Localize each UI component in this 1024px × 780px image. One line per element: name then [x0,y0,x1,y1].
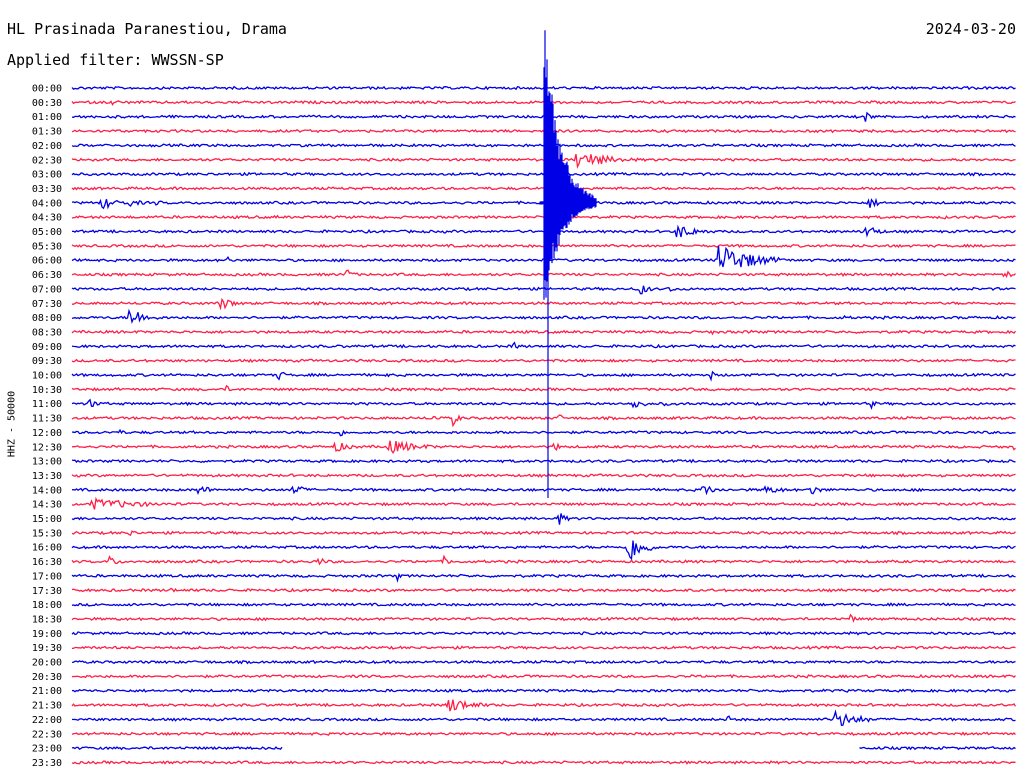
trace-1830 [71,613,1016,623]
row-label-1900: 19:00 [32,629,62,640]
row-label-1200: 12:00 [32,428,62,439]
row-label-0200: 02:00 [32,141,62,152]
row-label-1930: 19:30 [32,643,62,654]
trace-0900 [71,341,1016,349]
row-label-0000: 00:00 [32,84,62,95]
row-label-0800: 08:00 [32,313,62,324]
row-label-1000: 10:00 [32,371,62,382]
trace-1030 [71,384,1016,392]
row-label-0830: 08:30 [32,327,62,338]
trace-2100 [71,688,1016,693]
row-label-0930: 09:30 [32,356,62,367]
trace-2200 [71,709,1016,727]
trace-1300 [71,458,1016,464]
row-label-2100: 21:00 [32,686,62,697]
row-label-0530: 05:30 [32,241,62,252]
row-label-2330: 23:30 [32,758,62,769]
trace-1630 [71,554,1016,566]
trace-0730 [72,297,1016,311]
row-label-1400: 14:00 [32,485,62,496]
row-label-1300: 13:00 [32,457,62,468]
row-label-1800: 18:00 [32,600,62,611]
row-label-0730: 07:30 [32,299,62,310]
row-label-0630: 06:30 [32,270,62,281]
row-label-2230: 22:30 [32,729,62,740]
trace-2030 [71,673,1016,679]
row-label-1700: 17:00 [32,571,62,582]
row-label-0300: 03:00 [32,170,62,181]
main-earthquake-trace [539,30,597,498]
trace-1600 [71,540,1016,561]
row-label-1030: 10:30 [32,385,62,396]
trace-1900 [71,631,1016,636]
trace-1430 [71,496,1016,510]
trace-1000 [71,370,1016,382]
trace-1230 [71,440,1016,455]
trace-0800 [71,308,1016,325]
trace-1700 [71,572,1016,583]
row-label-0130: 01:30 [32,127,62,138]
trace-2000 [71,659,1016,665]
time-axis-labels: 00:00 00:30 01:00 01:30 02:00 02:30 03:00 03:30… [32,84,62,769]
row-label-1230: 12:30 [32,442,62,453]
trace-1530 [71,530,1016,537]
row-label-1600: 16:00 [32,543,62,554]
row-label-0100: 01:00 [32,112,62,123]
row-label-0400: 04:00 [32,198,62,209]
row-label-2130: 21:30 [32,701,62,712]
row-label-0900: 09:00 [32,342,62,353]
trace-2330 [71,760,1016,765]
row-label-1830: 18:30 [32,614,62,625]
trace-1400 [71,485,1017,496]
row-label-2300: 23:00 [32,744,62,755]
row-label-0230: 02:30 [32,155,62,166]
row-label-2200: 22:00 [32,715,62,726]
trace-1800 [71,602,1016,607]
row-label-1330: 13:30 [32,471,62,482]
trace-1930 [71,645,1016,650]
row-label-1630: 16:30 [32,557,62,568]
station-title: HL Prasinada Paranestiou, Drama [7,20,287,38]
row-label-1530: 15:30 [32,528,62,539]
row-label-0430: 04:30 [32,213,62,224]
trace-lines [71,30,1017,765]
trace-0830 [71,329,1016,336]
trace-0930 [71,358,1016,364]
row-label-0030: 00:30 [32,98,62,109]
row-label-0600: 06:00 [32,256,62,267]
row-label-1130: 11:30 [32,414,62,425]
row-label-0700: 07:00 [32,284,62,295]
trace-1100 [71,398,1016,411]
row-label-1430: 14:30 [32,500,62,511]
row-label-2030: 20:30 [32,672,62,683]
trace-2300 [71,745,1016,751]
row-label-1500: 15:00 [32,514,62,525]
record-date: 2024-03-20 [925,20,1016,38]
trace-1500 [71,513,1016,525]
trace-1730 [71,587,1016,593]
row-label-2000: 20:00 [32,658,62,669]
row-label-1730: 17:30 [32,586,62,597]
row-label-0330: 03:30 [32,184,62,195]
trace-2130 [71,699,1017,712]
row-label-0500: 05:00 [32,227,62,238]
trace-1330 [71,473,1016,478]
trace-1200 [71,428,1016,437]
row-label-1100: 11:00 [32,399,62,410]
trace-2230 [71,731,1016,737]
filter-label: Applied filter: WWSSN-SP [7,51,224,69]
trace-1130 [71,414,1016,428]
